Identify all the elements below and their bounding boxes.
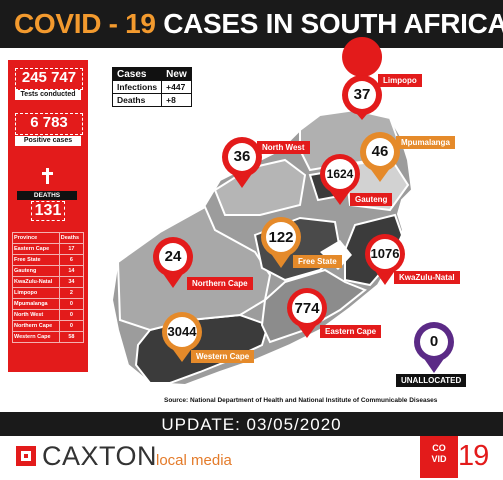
count-unallocated: 0 (429, 333, 439, 350)
table-row: Infections +447 (111, 80, 192, 94)
pin-free-state (261, 217, 301, 268)
title-rest: CASES IN SOUTH AFRICA (163, 8, 503, 39)
tests-label: Tests conducted (15, 90, 81, 100)
update-date: UPDATE: 03/05/2020 (161, 415, 342, 434)
tests-value: 245 747 (21, 69, 77, 86)
tests-box: 245 747 (15, 68, 83, 90)
update-bar (0, 412, 503, 436)
badge-number: 19 (458, 440, 489, 472)
table-cell: 0 (58, 309, 85, 321)
table-cell: 34 (58, 276, 85, 288)
stats-sidebar: 245 747 Tests conducted 6 783 Positive c… (8, 60, 88, 372)
title-covid: COVID - 19 (14, 8, 156, 39)
tag-eastern-cape: Eastern Cape (320, 325, 382, 338)
table-cell: Deaths (111, 93, 163, 107)
pin-unallocated (414, 322, 454, 373)
table-row: Mpumalanga 0 (12, 298, 85, 310)
table-row: KwaZulu-Natal 34 (12, 276, 85, 288)
table-cell: +8 (161, 93, 192, 107)
table-cell: Limpopo (12, 287, 60, 299)
table-cell: Northern Cape (12, 320, 60, 332)
table-row: Limpopo 2 (12, 287, 85, 299)
tag-western-cape: Western Cape (191, 350, 255, 363)
pin-northern-cape (153, 237, 193, 288)
table-header: Deaths (58, 232, 85, 244)
tag-gauteng: Gauteng (350, 193, 393, 206)
table-header: Cases (111, 67, 163, 81)
table-cell: KwaZulu-Natal (12, 276, 60, 288)
table-header-row: Cases New (111, 67, 192, 81)
map-northern-cape (116, 205, 272, 332)
table-row: Eastern Cape 17 (12, 243, 85, 255)
page-title: COVID - 19 CASES IN SOUTH AFRICA (14, 8, 503, 40)
count-limpopo: 37 (353, 86, 371, 103)
table-cell: North West (12, 309, 60, 321)
table-cell: 6 (58, 254, 85, 266)
tag-free-state: Free State (293, 255, 342, 268)
tag-north-west: North West (257, 141, 310, 154)
brand-tagline: local media (156, 452, 232, 469)
new-cases-table: Cases New Infections +447 Deaths +8 (111, 67, 192, 107)
table-row: Gauteng 14 (12, 265, 85, 277)
table-header: Province (12, 232, 60, 244)
pin-gauteng (320, 154, 360, 205)
footer (0, 436, 503, 480)
count-mpumalanga: 46 (371, 143, 389, 160)
title-bar: COVID - 19 CASES IN SOUTH AFRICA (0, 0, 503, 48)
pin-mpumalanga (360, 132, 400, 182)
tag-unallocated: UNALLOCATED (396, 374, 467, 387)
pin-limpopo (342, 37, 383, 120)
table-cell: Western Cape (12, 331, 60, 343)
deaths-value: 131 (31, 201, 65, 221)
table-cell: Free State (12, 254, 60, 266)
table-cell: 17 (58, 243, 85, 255)
count-free-state: 122 (268, 229, 294, 246)
caxton-logo-icon (16, 446, 36, 466)
province-deaths-table: Province Deaths Eastern Cape 17 Free Stat… (12, 232, 85, 343)
tag-limpopo: Limpopo (378, 74, 422, 87)
table-cell: +447 (161, 80, 192, 94)
table-cell: Gauteng (12, 265, 60, 277)
pin-north-west (222, 137, 262, 188)
table-row: Northern Cape 0 (12, 320, 85, 332)
cross-icon (42, 168, 53, 184)
table-cell: 58 (58, 331, 85, 343)
positive-value: 6 783 (30, 114, 68, 131)
table-cell: 2 (58, 287, 85, 299)
table-row: Western Cape 58 (12, 331, 85, 343)
badge-line2: VID (431, 454, 447, 464)
count-eastern-cape: 774 (294, 300, 320, 317)
table-row: Free State 6 (12, 254, 85, 266)
table-header-row: Province Deaths (12, 232, 85, 244)
pin-western-cape (162, 312, 202, 362)
positive-box: 6 783 (15, 113, 83, 135)
tag-kwazulu-natal: KwaZulu-Natal (394, 271, 460, 284)
pin-eastern-cape (287, 288, 327, 338)
count-north-west: 36 (233, 148, 251, 165)
positive-label: Positive cases (15, 136, 81, 146)
count-northern-cape: 24 (164, 248, 182, 265)
table-header: New (161, 67, 192, 81)
count-western-cape: 3044 (167, 324, 197, 339)
count-gauteng: 1624 (326, 167, 354, 181)
table-cell: 0 (58, 298, 85, 310)
table-row: North West 0 (12, 309, 85, 321)
tag-northern-cape: Northern Cape (187, 277, 253, 290)
source-note: Source: National Department of Health an… (164, 397, 438, 404)
brand-name: CAXTON (42, 441, 158, 471)
tag-mpumalanga: Mpumalanga (396, 136, 455, 149)
table-cell: 14 (58, 265, 85, 277)
badge-line1: CO (432, 443, 446, 453)
table-cell: Eastern Cape (12, 243, 60, 255)
covid-badge: CO VID (420, 436, 458, 478)
count-kwazulu-natal: 1076 (370, 246, 400, 261)
pin-kwazulu-natal (365, 234, 405, 285)
deaths-label: DEATHS (17, 191, 77, 200)
table-cell: Mpumalanga (12, 298, 60, 310)
table-cell: Infections (111, 80, 163, 94)
table-row: Deaths +8 (111, 93, 192, 107)
table-cell: 0 (58, 320, 85, 332)
